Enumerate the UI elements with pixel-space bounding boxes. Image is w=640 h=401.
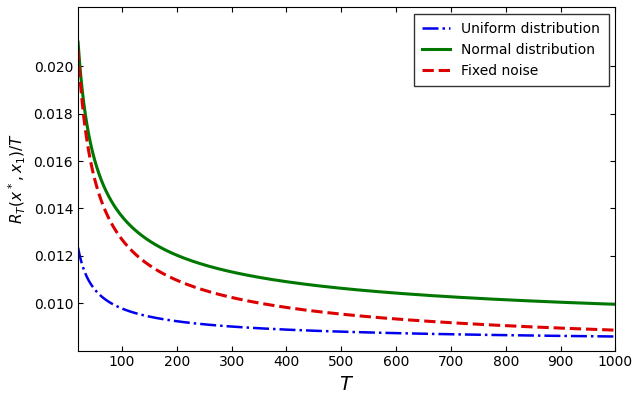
Fixed noise [303,308,311,313]
Line: Fixed noise: Fixed noise [78,50,616,330]
Legend: Uniform distribution, Normal distribution, Fixed noise: Uniform distribution, Normal distributio… [414,14,609,87]
Uniform distribution [601,334,609,339]
Uniform distribution [303,328,311,333]
Fixed noise [168,275,175,280]
Fixed noise [280,305,288,310]
Fixed noise [74,47,82,52]
Normal distribution [168,250,175,255]
Line: Uniform distribution: Uniform distribution [78,248,616,336]
Fixed noise [601,327,609,332]
Normal distribution [303,282,311,287]
Normal distribution [74,40,82,45]
Fixed noise [612,328,620,332]
Normal distribution [543,299,551,304]
X-axis label: $T$: $T$ [339,375,355,394]
Uniform distribution [136,312,143,317]
Normal distribution [136,231,143,236]
Uniform distribution [543,333,551,338]
Uniform distribution [74,245,82,250]
Uniform distribution [612,334,620,339]
Normal distribution [601,302,609,306]
Fixed noise [543,325,551,330]
Uniform distribution [168,318,175,323]
Normal distribution [280,279,288,284]
Uniform distribution [280,327,288,332]
Fixed noise [136,255,143,260]
Normal distribution [612,302,620,307]
Line: Normal distribution: Normal distribution [78,42,616,304]
Y-axis label: $R_T(x^*, x_1)/T$: $R_T(x^*, x_1)/T$ [7,134,28,224]
